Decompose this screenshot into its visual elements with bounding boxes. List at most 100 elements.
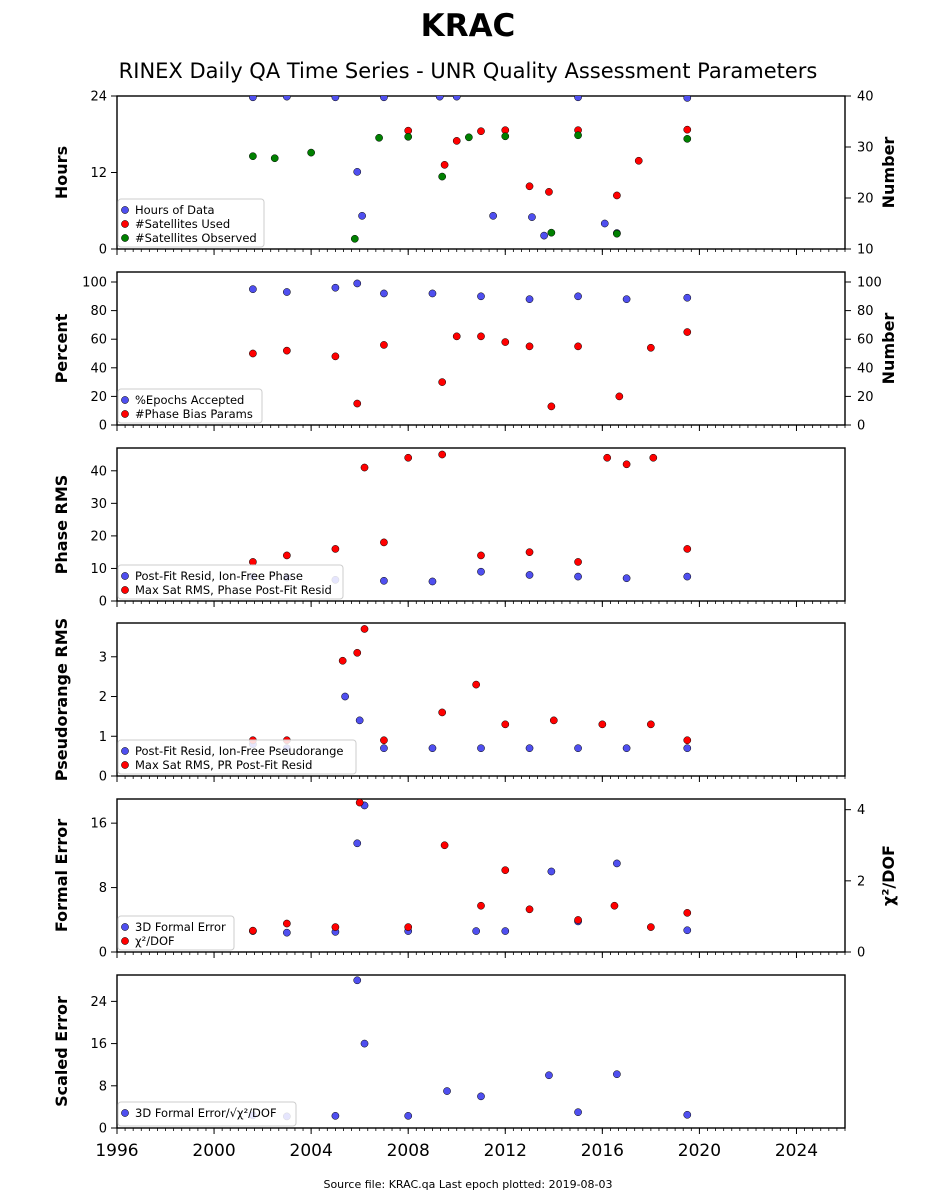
data-point-red [404,923,413,931]
y-right-tick-label: 60 [857,333,874,348]
data-point-blue [355,716,364,725]
data-point-red [613,191,621,200]
y-tick-label: 80 [90,304,107,319]
data-point-red [603,453,612,462]
data-point-blue [683,926,692,935]
legend-box [117,198,265,248]
data-point-blue [525,571,534,579]
data-point-blue [540,231,548,240]
y-tick-label: 30 [90,497,107,512]
x-tick-label: 2000 [192,1141,235,1161]
y-axis-label: Formal Error [52,819,71,932]
data-point-red [360,463,369,472]
data-point-blue [404,1112,413,1120]
data-point-red [525,342,534,351]
panel-3: 0 10 20 30 40 Phase RMS Post-Fit Resid, Ion-Fr… [52,447,846,610]
y-right-tick-label: 20 [857,390,874,405]
legend-label: Hours of Data [135,203,215,217]
data-point-red [501,866,510,875]
data-points [249,96,692,243]
y-axis-label: Scaled Error [52,996,71,1107]
data-point-blue [428,577,437,586]
y-tick-label: 3 [99,650,107,665]
y-tick-label: 8 [99,1079,107,1094]
data-point-red [283,551,291,560]
y-right-tick-label: 0 [857,946,865,961]
data-point-blue [528,213,536,221]
legend-label: Post-Fit Resid, Ion-Free Pseudorange [135,744,343,758]
data-point-blue [525,744,534,753]
data-point-red [380,538,388,547]
data-point-blue [380,96,388,102]
data-point-green [438,172,447,181]
data-point-red [547,402,556,411]
data-point-red [683,545,692,553]
y-tick-label: 20 [90,529,107,544]
y-right-axis-label: Number [879,313,898,385]
legend-marker [121,572,129,580]
data-point-blue [545,1071,553,1080]
legend-label: #Satellites Used [135,217,230,231]
y-tick-label: 60 [90,333,107,348]
data-point-blue [477,567,485,576]
x-tick-label: 1996 [95,1141,138,1161]
y-tick-label: 24 [90,995,107,1010]
data-point-red [440,841,449,850]
data-point-red [380,736,388,745]
data-point-blue [341,692,349,701]
data-point-blue [683,744,692,753]
y-tick-label: 40 [90,361,107,376]
data-point-red [404,453,413,462]
y-right-axis-label: χ²/DOF [879,845,898,906]
legend-marker [121,1109,129,1117]
data-point-red [647,720,655,729]
y-tick-label: 100 [82,276,107,291]
data-point-blue [360,1039,369,1048]
data-point-red [525,182,534,191]
legend-box [117,739,357,775]
y-tick-label: 8 [99,881,107,896]
data-point-green [404,132,413,141]
data-point-red [501,720,510,729]
legend-box [117,1101,297,1127]
data-point-red [438,378,447,386]
data-point-red [477,551,485,560]
legend-marker [121,410,129,418]
y-right-tick-label: 0 [857,419,865,434]
legend-label: 3D Formal Error/√χ²/DOF [135,1106,277,1120]
legend-marker [121,937,129,945]
data-point-blue [353,279,362,288]
data-point-red [634,156,643,165]
legend-marker [121,586,129,594]
legend-box [117,388,263,424]
data-point-green [465,133,473,142]
x-tick-label: 2004 [290,1141,333,1161]
data-point-green [375,133,383,142]
y-tick-label: 16 [90,1037,107,1052]
y-tick-label: 12 [90,166,107,181]
legend-label: 3D Formal Error [135,920,226,934]
data-point-blue [283,96,291,101]
legend-box [117,915,235,951]
data-point-red [574,916,582,924]
data-point-blue [331,1112,340,1120]
y-right-tick-label: 10 [857,243,874,258]
data-point-blue [358,212,366,220]
legend-label: %Epochs Accepted [135,393,244,407]
legend-marker [121,923,129,931]
y-right-tick-label: 20 [857,192,874,207]
data-point-red [615,392,624,401]
data-point-blue [472,927,480,935]
data-point-red [549,716,558,725]
data-point-red [683,736,692,745]
y-right-tick-label: 40 [857,361,874,376]
data-point-red [472,680,480,689]
data-point-blue [525,295,534,304]
data-point-red [438,450,447,459]
legend-marker [121,761,129,769]
data-point-red [525,548,534,557]
x-tick-label: 2024 [775,1141,818,1161]
